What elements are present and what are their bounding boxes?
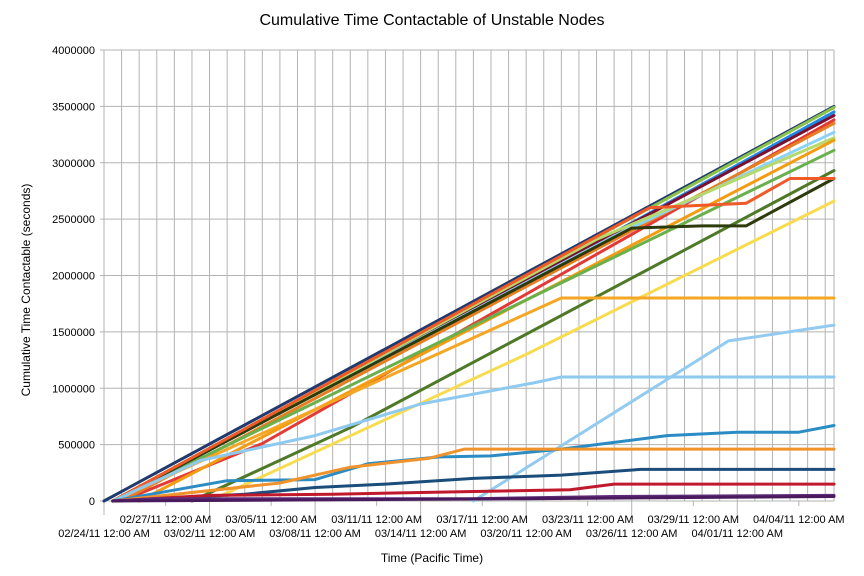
series-line-12 xyxy=(111,177,836,503)
y-tick-label: 4000000 xyxy=(52,45,95,57)
x-tick-label: 03/02/11 12:00 AM xyxy=(164,528,256,540)
y-tick-label: 3000000 xyxy=(52,158,95,170)
x-tick-label: 03/05/11 12:00 AM xyxy=(225,514,317,526)
x-axis-label: Time (Pacific Time) xyxy=(380,551,484,565)
x-tick-label: 04/01/11 12:00 AM xyxy=(691,528,783,540)
x-tick-label: 03/08/11 12:00 AM xyxy=(269,528,361,540)
series-line-23 xyxy=(111,495,836,503)
x-tick-label: 04/04/11 12:00 AM xyxy=(753,514,845,526)
series-line-19 xyxy=(111,447,836,503)
series-line-1 xyxy=(102,104,836,503)
x-tick-label: 03/23/11 12:00 AM xyxy=(542,514,634,526)
x-tick-label: 03/20/11 12:00 AM xyxy=(480,528,572,540)
series-lines xyxy=(102,104,836,503)
series-line-20 xyxy=(111,467,836,503)
y-tick-label: 500000 xyxy=(58,440,95,452)
y-tick-label: 2500000 xyxy=(52,214,95,226)
x-tick-label: 03/14/11 12:00 AM xyxy=(375,528,467,540)
chart-title: Cumulative Time Contactable of Unstable … xyxy=(259,12,605,29)
series-line-15 xyxy=(111,296,836,503)
x-tick-label: 02/27/11 12:00 AM xyxy=(120,514,212,526)
series-line-11 xyxy=(190,169,836,503)
y-tick-label: 2000000 xyxy=(52,271,95,283)
x-tick-label: 03/29/11 12:00 AM xyxy=(648,514,740,526)
x-tick-label: 03/26/11 12:00 AM xyxy=(586,528,678,540)
x-tick-label: 03/11/11 12:00 AM xyxy=(331,514,422,526)
y-tick-label: 1500000 xyxy=(52,327,95,339)
y-tick-label: 3500000 xyxy=(52,101,95,113)
series-line-10 xyxy=(111,148,836,503)
series-line-17 xyxy=(471,323,836,503)
series-line-21 xyxy=(111,482,836,503)
x-tick-label: 02/24/11 12:00 AM xyxy=(58,528,150,540)
x-tick-label: 03/17/11 12:00 AM xyxy=(436,514,528,526)
y-tick-label: 1000000 xyxy=(52,383,95,395)
series-line-16 xyxy=(111,375,836,503)
y-tick-label: 0 xyxy=(89,496,95,508)
series-line-13 xyxy=(111,177,836,503)
tick-labels: 0 500000 1000000 1500000 2000000 2500000 30000… xyxy=(52,45,844,540)
series-line-14 xyxy=(208,199,836,503)
